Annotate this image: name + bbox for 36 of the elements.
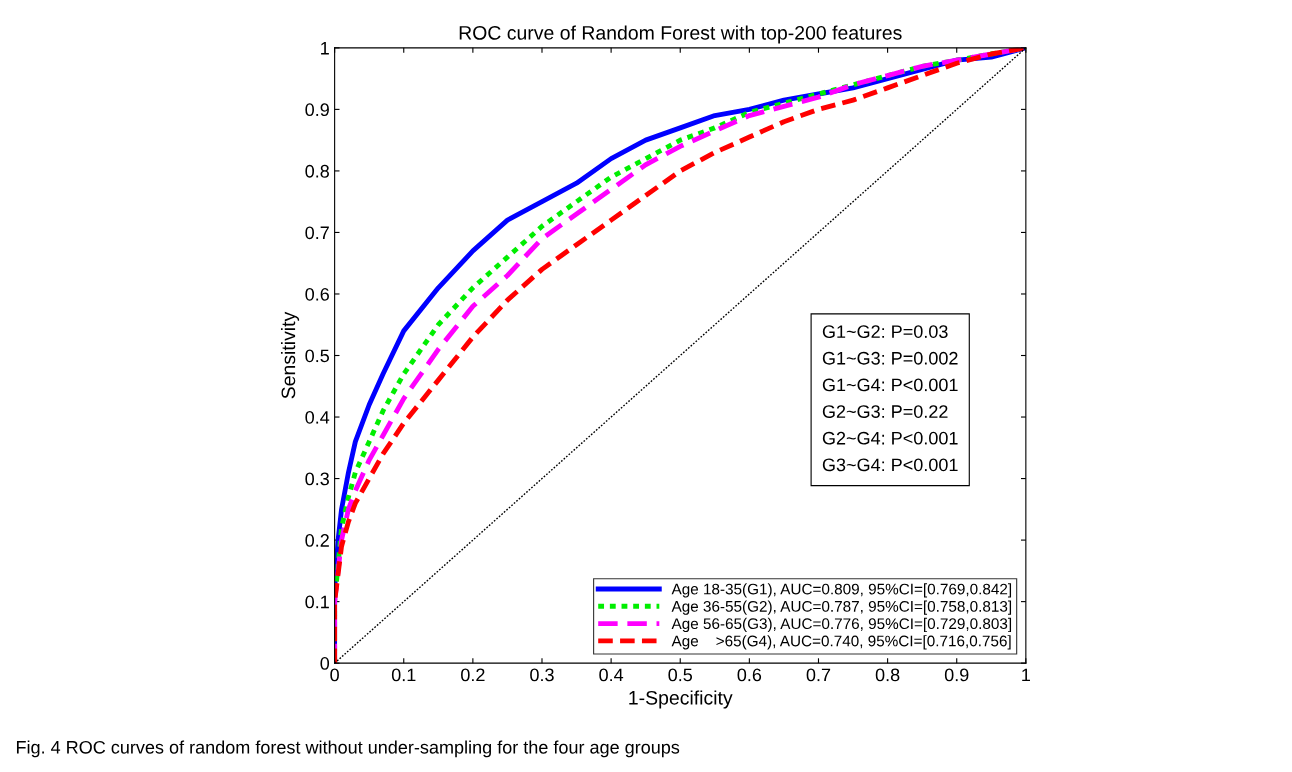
- x-tick-label: 0.3: [530, 668, 554, 682]
- caption: Fig. 4 ROC curves of random forest without under-sampling for the four age groups: [16, 740, 680, 758]
- y-tick-label: 1: [321, 41, 329, 55]
- y-tick-label: 0.3: [305, 472, 329, 486]
- x-tick-label: 0.2: [461, 668, 485, 682]
- y-tick-label: 0.7: [305, 226, 329, 240]
- y-tick-label: 0.6: [305, 287, 329, 301]
- y-tick-label: 0.8: [305, 164, 329, 178]
- y-axis-title: Sensitivity: [280, 311, 300, 399]
- x-tick-label: 0.6: [737, 668, 762, 682]
- y-tick-label: 0.1: [305, 595, 329, 609]
- x-tick-label: 0.8: [875, 668, 900, 682]
- x-tick-label: 0.7: [806, 668, 831, 682]
- x-axis-title: 1-Specificity: [629, 690, 733, 709]
- legend-label: Age 36-55(G2), AUC=0.787, 95%CI=[0.758,0.813]: [671, 600, 1012, 615]
- annotation: G3~G4: P<0.001: [822, 458, 958, 472]
- y-tick-label: 0.4: [305, 410, 330, 424]
- legend-label: Age 18-35(G1), AUC=0.809, 95%CI=[0.769,0.842]: [671, 583, 1012, 598]
- annotation: G1~G4: P<0.001: [822, 378, 958, 392]
- x-tick-label: 0: [330, 668, 339, 682]
- annotation: G1~G3: P=0.002: [822, 351, 958, 365]
- x-tick-label: 0.4: [599, 668, 624, 682]
- x-tick-label: 0.5: [668, 668, 693, 682]
- y-tick-label: 0.5: [305, 349, 330, 363]
- chart-title: ROC curve of Random Forest with top-200 features: [459, 25, 902, 44]
- annotation: G2~G4: P<0.001: [822, 431, 958, 445]
- annotation: G2~G3: P=0.22: [822, 405, 948, 418]
- x-tick-label: 1: [1022, 668, 1030, 682]
- legend-label: Age 56-65(G3), AUC=0.776, 95%CI=[0.729,0.803]: [671, 617, 1012, 633]
- annotation: G1~G2: P=0.03: [822, 325, 948, 338]
- x-tick-label: 0.9: [944, 668, 969, 682]
- y-tick-label: 0.2: [305, 534, 329, 547]
- legend-label: Age >65(G4), AUC=0.740, 95%CI=[0.716,0.756]: [671, 635, 1011, 650]
- x-tick-label: 0.1: [391, 668, 416, 682]
- y-tick-label: 0: [320, 657, 330, 670]
- y-tick-label: 0.9: [305, 103, 329, 117]
